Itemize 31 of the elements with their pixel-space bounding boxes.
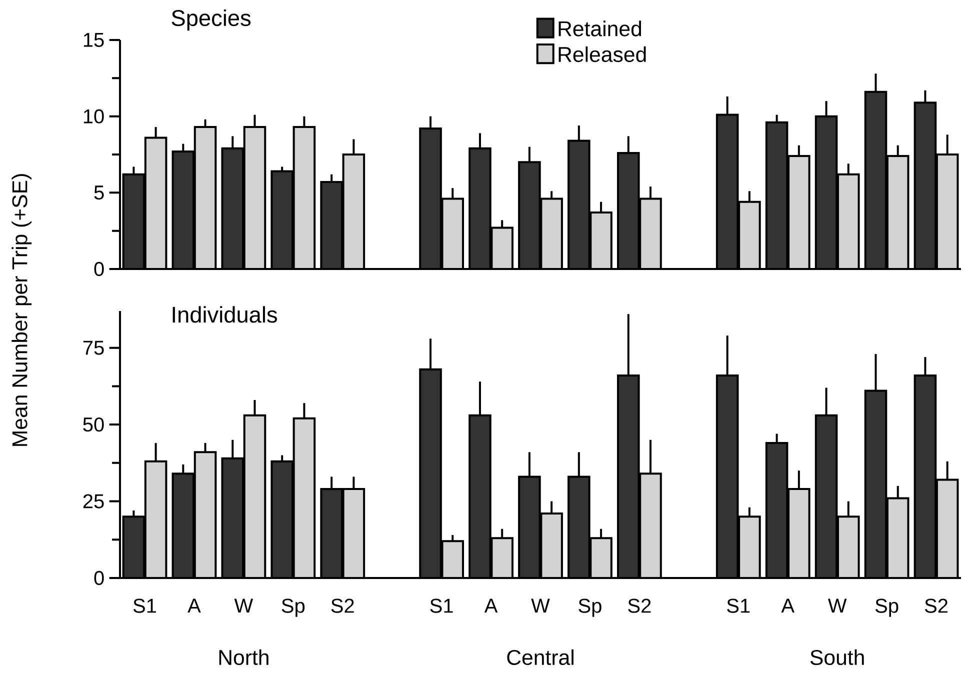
y-tick-label: 0	[94, 262, 104, 276]
x-tick-label: S1	[727, 598, 750, 613]
x-tick-label: S2	[924, 598, 948, 613]
x-tick-label: A	[188, 598, 201, 612]
x-tick-label: Sp	[282, 598, 305, 617]
y-tick-label: 50	[83, 417, 104, 432]
chart-title: Individuals	[172, 306, 277, 323]
y-tick-label: 15	[84, 33, 104, 47]
x-tick-label: S2	[628, 598, 651, 613]
y-tick-label: 75	[83, 340, 104, 355]
x-tick-label: W	[234, 598, 254, 612]
x-tick-label: W	[828, 598, 847, 612]
text: Central	[507, 649, 574, 666]
y-tick-label: 5	[94, 186, 104, 200]
x-tick-label: W	[531, 598, 550, 612]
text: North	[219, 649, 268, 666]
y-tick-label: 0	[94, 570, 104, 586]
x-tick-label: S2	[331, 598, 354, 613]
legend-label: Released	[558, 46, 646, 62]
x-tick-label: S1	[430, 598, 453, 613]
y-tick-label: 10	[84, 109, 104, 124]
chart-title: Species	[172, 9, 251, 31]
legend-label: Retained	[558, 20, 642, 36]
y-axis-title: Mean Number per Trip (+SE)	[12, 174, 32, 446]
x-tick-label: Sp	[875, 598, 898, 617]
x-tick-label: A	[484, 598, 498, 612]
text: South	[810, 649, 864, 666]
x-tick-label: Sp	[578, 598, 602, 617]
y-tick-label: 25	[83, 494, 104, 508]
x-tick-label: A	[781, 598, 794, 612]
x-tick-label: S1	[133, 598, 156, 613]
